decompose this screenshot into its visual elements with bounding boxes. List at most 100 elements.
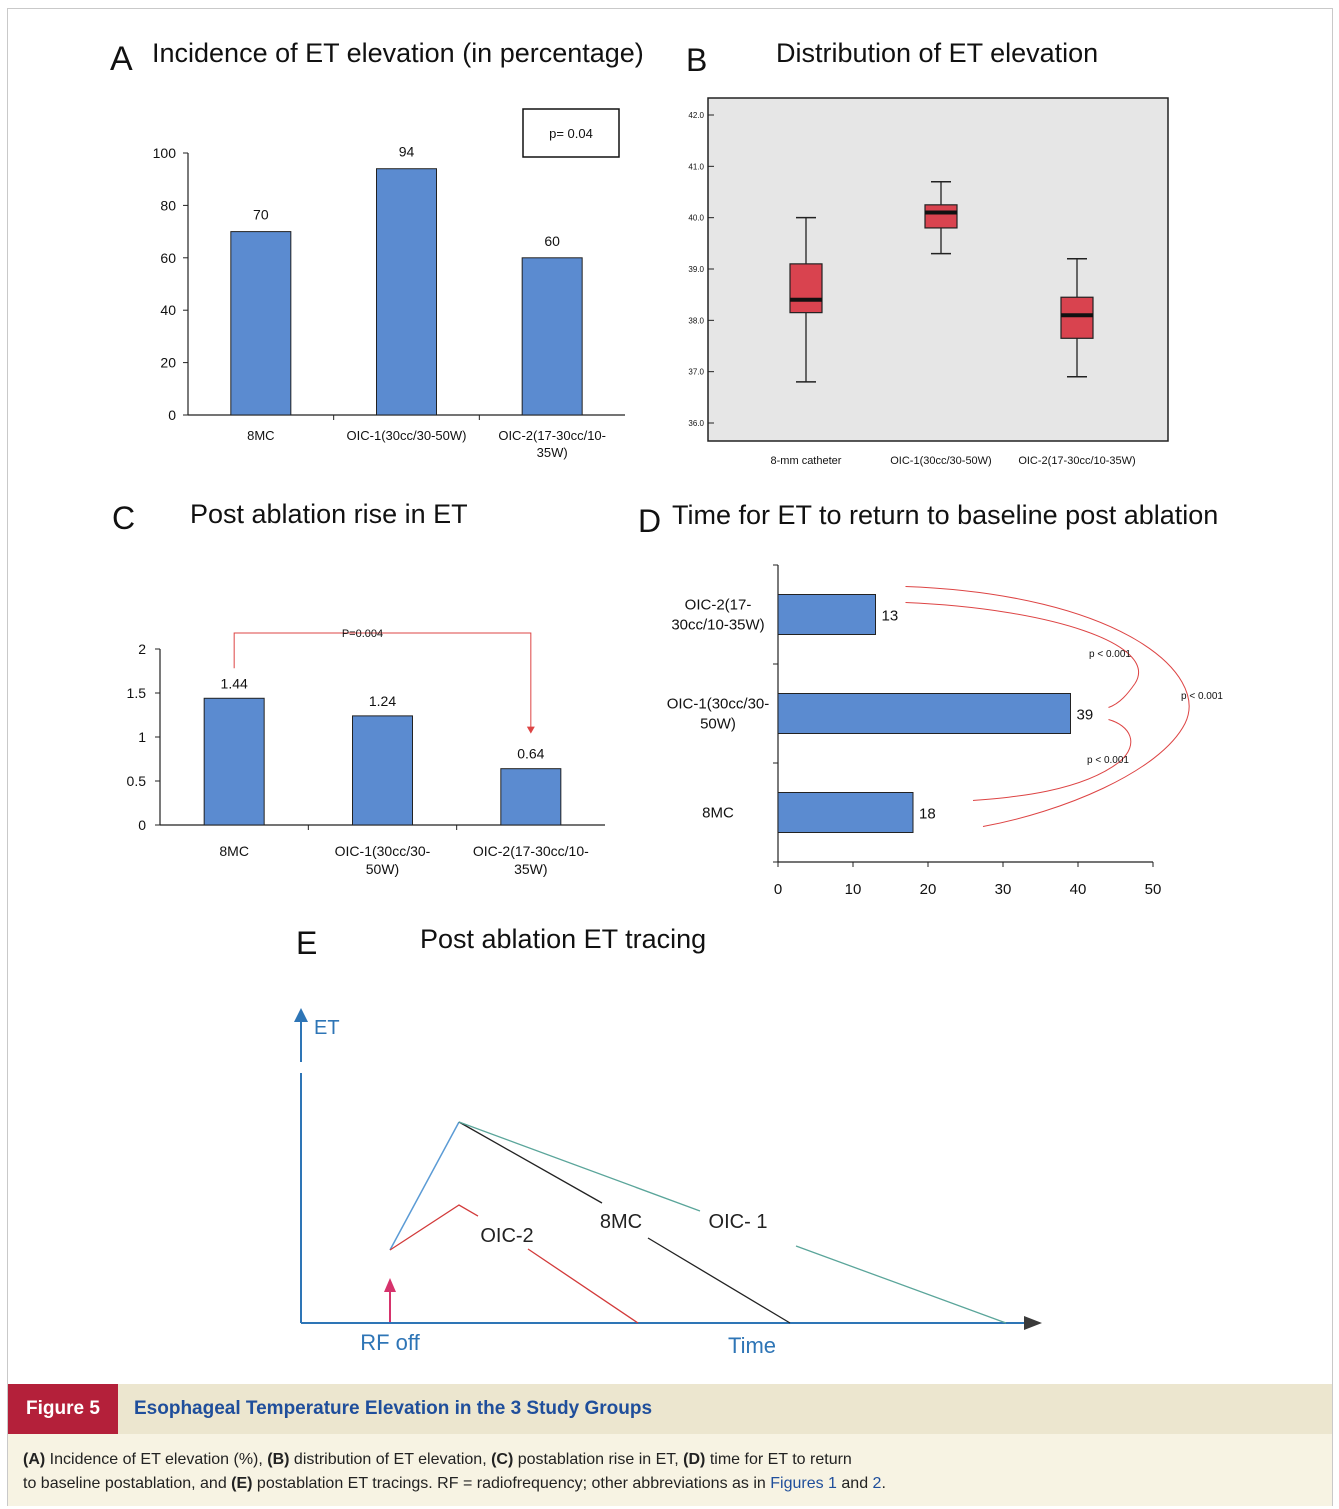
caption-line-1-text: Incidence of ET elevation (%),	[45, 1451, 267, 1468]
c-y-tick-label: 0.5	[127, 773, 147, 789]
c-category-label: OIC-2(17-30cc/10-	[473, 843, 589, 859]
e-oic2-line	[528, 1249, 638, 1323]
b-box	[790, 264, 822, 313]
c-bar	[501, 769, 561, 825]
a-data-label: 60	[544, 233, 560, 249]
d-x-tick-label: 50	[1145, 881, 1162, 898]
caption-line-2: to baseline postablation, and (E) postab…	[23, 1475, 886, 1493]
a-annotation: p= 0.04	[549, 126, 593, 141]
caption-line-1-panel-ref: (B)	[267, 1451, 289, 1468]
c-category-label: 8MC	[219, 843, 249, 859]
c-y-tick-label: 0	[138, 817, 146, 833]
e-x-axis-label: Time	[728, 1333, 776, 1358]
caption-line-2-text: and	[837, 1475, 873, 1492]
d-x-tick-label: 40	[1070, 881, 1087, 898]
d-data-label: 13	[882, 608, 899, 625]
e-rf-off-arrowhead	[384, 1278, 396, 1292]
e-rise-line	[390, 1122, 459, 1250]
d-x-tick-label: 20	[920, 881, 937, 898]
e-oic1-label: OIC- 1	[709, 1211, 768, 1233]
a-y-tick-label: 40	[160, 302, 176, 318]
a-data-label: 70	[253, 207, 269, 223]
e-8mc-line	[648, 1238, 790, 1323]
e-oic1-line	[459, 1122, 700, 1211]
d-x-tick-label: 0	[774, 881, 782, 898]
a-y-tick-label: 0	[168, 407, 176, 423]
b-y-tick-label: 42.0	[688, 111, 704, 120]
b-y-tick-label: 36.0	[688, 419, 704, 428]
d-data-label: 18	[919, 806, 936, 823]
e-x-axis-arrowhead	[1024, 1316, 1042, 1330]
caption-line-1-text: distribution of ET elevation,	[289, 1451, 491, 1468]
a-y-tick-label: 80	[160, 197, 176, 213]
b-category-label: 8-mm catheter	[771, 455, 842, 467]
caption-line-1-text: postablation rise in ET,	[513, 1451, 683, 1468]
c-bar	[353, 716, 413, 825]
d-bar	[778, 793, 913, 833]
b-category-label: OIC-1(30cc/30-50W)	[890, 455, 991, 467]
d-bar	[778, 595, 876, 635]
a-category-label: 35W)	[537, 445, 568, 460]
c-y-tick-label: 1	[138, 729, 146, 745]
caption-line-1-panel-ref: (D)	[683, 1451, 705, 1468]
a-y-tick-label: 100	[153, 145, 177, 161]
caption-body	[8, 1434, 1332, 1506]
c-bracket-arrowhead	[527, 727, 535, 734]
a-y-tick-label: 60	[160, 250, 176, 266]
caption-line-2-figure-link[interactable]: Figures 1	[770, 1475, 837, 1492]
e-oic2-label: OIC-2	[480, 1225, 533, 1247]
d-category-label: 8MC	[702, 805, 734, 822]
figure-label: Figure 5	[8, 1384, 118, 1434]
d-annotation: p < 0.001	[1087, 755, 1129, 766]
b-y-tick-label: 37.0	[688, 368, 704, 377]
e-y-axis-label: ET	[314, 1017, 340, 1039]
caption-line-1-text: time for ET to return	[705, 1451, 851, 1468]
b-y-tick-label: 38.0	[688, 316, 704, 325]
d-category-label: 30cc/10-35W)	[671, 617, 764, 634]
c-category-label: 35W)	[514, 861, 547, 877]
a-data-label: 94	[399, 144, 415, 160]
a-y-tick-label: 20	[160, 355, 176, 371]
d-bar	[778, 694, 1071, 734]
a-category-label: OIC-2(17-30cc/10-	[498, 428, 606, 443]
c-data-label: 1.44	[221, 675, 248, 691]
b-category-label: OIC-2(17-30cc/10-35W)	[1018, 455, 1135, 467]
caption-line-1: (A) Incidence of ET elevation (%), (B) d…	[23, 1451, 852, 1469]
c-annotation: P=0.004	[342, 628, 383, 640]
c-data-label: 1.24	[369, 693, 396, 709]
caption-line-2-text: .	[881, 1475, 885, 1492]
e-y-axis-arrowhead	[294, 1008, 308, 1022]
d-x-tick-label: 30	[995, 881, 1012, 898]
b-plot-area	[708, 98, 1168, 441]
a-bar	[231, 232, 291, 415]
a-category-label: 8MC	[247, 428, 274, 443]
c-y-tick-label: 2	[138, 641, 146, 657]
d-data-label: 39	[1077, 707, 1094, 724]
d-category-label: OIC-1(30cc/30-	[667, 696, 770, 713]
c-bar	[204, 698, 264, 825]
e-8mc-label: 8MC	[600, 1211, 642, 1233]
caption-line-2-panel-ref: (E)	[231, 1475, 252, 1492]
b-y-tick-label: 39.0	[688, 265, 704, 274]
a-bar	[377, 169, 437, 415]
caption-line-1-panel-ref: (A)	[23, 1451, 45, 1468]
d-annotation: p < 0.001	[1089, 649, 1131, 660]
c-category-label: OIC-1(30cc/30-	[335, 843, 431, 859]
e-oic1-line	[796, 1246, 1006, 1323]
d-annotation: p < 0.001	[1181, 691, 1223, 702]
caption-line-2-text: to baseline postablation, and	[23, 1475, 231, 1492]
figure-title: Esophageal Temperature Elevation in the …	[134, 1384, 652, 1434]
caption-line-2-text: postablation ET tracings. RF = radiofreq…	[252, 1475, 770, 1492]
e-rf-off-label: RF off	[360, 1330, 420, 1355]
e-8mc-line	[459, 1122, 602, 1203]
b-box	[925, 205, 957, 228]
c-data-label: 0.64	[517, 746, 544, 762]
c-category-label: 50W)	[366, 861, 399, 877]
b-y-tick-label: 41.0	[688, 162, 704, 171]
d-category-label: OIC-2(17-	[685, 597, 752, 614]
a-category-label: OIC-1(30cc/30-50W)	[347, 428, 467, 443]
a-bar	[522, 258, 582, 415]
b-box	[1061, 297, 1093, 338]
e-oic2-line	[390, 1205, 478, 1250]
